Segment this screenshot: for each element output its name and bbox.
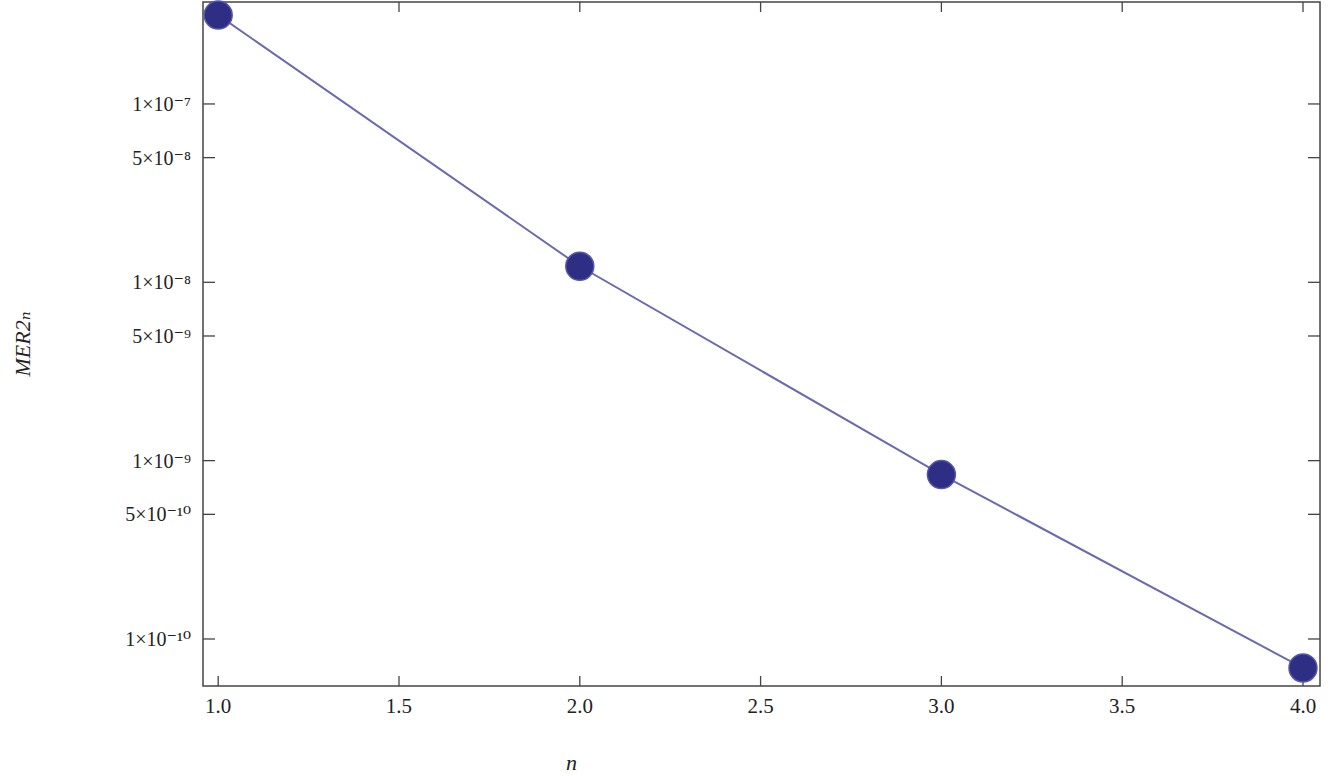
x-tick-label: 1.0	[205, 694, 231, 718]
x-axis-label: n	[566, 750, 577, 775]
y-tick	[203, 335, 215, 336]
series-line	[218, 15, 1303, 668]
y-tick-label: 5×10⁻¹⁰	[125, 503, 191, 525]
x-tick	[398, 676, 399, 686]
x-tick	[941, 676, 942, 686]
y-tick	[203, 103, 215, 104]
x-tick-label: 3.0	[928, 694, 954, 718]
y-tick-label: 1×10⁻⁹	[132, 450, 191, 472]
y-tick-right	[1308, 103, 1320, 104]
x-tick-label: 4.0	[1290, 694, 1316, 718]
x-tick-label: 2.5	[747, 694, 773, 718]
series-line-group	[218, 15, 1303, 668]
x-tick-label: 1.5	[386, 694, 412, 718]
x-tick	[760, 676, 761, 686]
data-point	[204, 1, 232, 29]
x-tick-top	[1302, 2, 1303, 12]
y-tick-right	[1308, 460, 1320, 461]
data-point	[1289, 654, 1317, 682]
x-tick-top	[760, 2, 761, 12]
y-tick-right	[1308, 282, 1320, 283]
y-tick-label: 5×10⁻⁸	[132, 147, 191, 169]
y-tick-label: 1×10⁻⁸	[132, 271, 191, 293]
x-tick-label: 3.5	[1109, 694, 1135, 718]
x-tick	[1122, 676, 1123, 686]
x-tick-label: 2.0	[567, 694, 593, 718]
y-tick-label: 1×10⁻⁷	[132, 93, 191, 115]
y-tick	[203, 460, 215, 461]
x-tick-top	[398, 2, 399, 12]
y-tick-label: 5×10⁻⁹	[132, 325, 191, 347]
y-tick-label: 1×10⁻¹⁰	[125, 628, 191, 650]
y-axis-label: MER2ₙ	[10, 311, 35, 377]
x-tick-top	[941, 2, 942, 12]
y-tick	[203, 282, 215, 283]
y-tick	[203, 514, 215, 515]
y-tick-right	[1308, 157, 1320, 158]
x-tick-top	[579, 2, 580, 12]
y-tick-right	[1308, 638, 1320, 639]
x-tick	[579, 676, 580, 686]
y-tick	[203, 157, 215, 158]
chart: 1.0 1.5 2.0 2.5 3.0 3.5 4.0 1×10⁻⁷ 5×10⁻⁸ 1×10⁻⁸ 5…	[0, 0, 1334, 776]
x-tick-top	[1122, 2, 1123, 12]
plot-frame	[203, 2, 1320, 686]
y-tick-right	[1308, 335, 1320, 336]
y-tick-right	[1308, 514, 1320, 515]
data-point	[927, 461, 955, 489]
x-tick	[218, 676, 219, 686]
y-tick	[203, 638, 215, 639]
data-point	[566, 252, 594, 280]
